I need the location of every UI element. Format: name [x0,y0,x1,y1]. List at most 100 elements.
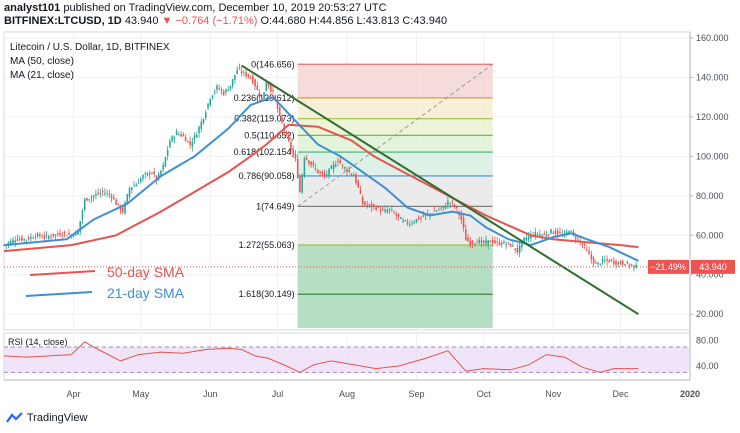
candle-body [355,174,357,184]
candle-body [90,197,93,199]
candle-body [54,234,57,236]
candle-body [543,233,546,235]
tradingview-branding[interactable]: TradingView [6,412,87,424]
candle-body [211,95,214,98]
candle-body [494,240,496,244]
candle-body [633,265,635,268]
time-tick-label: May [132,389,150,399]
moving-averages [3,95,639,262]
fib-zone [297,294,493,329]
candle-body [496,241,498,243]
candle-body [95,194,97,196]
candle-body [624,264,626,266]
candle-body [521,241,523,248]
candle-body [597,262,599,264]
fib-level-label: 0.382(119.073) [234,114,294,124]
candle-body [45,234,48,236]
candle-body [572,231,575,235]
candle-body [23,239,25,240]
candle-body [505,244,507,246]
fib-trend-line [297,63,494,207]
candle-body [272,90,274,92]
chart-title: Litecoin / U.S. Dollar, 1D, BITFINEX [10,42,170,53]
candle-body [487,240,490,245]
candle-body [321,171,324,174]
price-tick-label: 120.000 [696,112,729,122]
candle-body [525,237,528,241]
candle-body [50,236,52,238]
rsi-label: RSI (14, close) [8,337,68,347]
high-value: H:44.856 [308,15,354,27]
publisher-name[interactable]: analyst101 [4,2,61,14]
candle-body [339,160,342,164]
trendline-group [4,64,690,316]
candle-body [88,199,90,200]
candle-body [391,209,393,211]
candle-body [516,247,519,253]
last-price: 43.940 [124,15,159,27]
candle-body [377,207,380,209]
descending-trendline [241,64,639,316]
candle-body [292,149,294,155]
tradingview-logo-icon [6,412,23,423]
candle-body [265,82,268,91]
candle-body [236,69,238,74]
candle-body [482,241,485,244]
candle-body [245,72,247,77]
candle-body [422,215,425,217]
candle-body [462,217,465,228]
candle-body [184,136,187,142]
candle-body [43,235,46,239]
candle-body [323,173,326,176]
candle-body [469,240,472,246]
candle-body [343,167,346,169]
candle-body [83,198,86,210]
candle-body [238,68,241,69]
candle-body [175,131,178,135]
candle-body [485,240,487,244]
candle-body [588,250,590,254]
candle-body [442,206,445,209]
time-tick-label: Apr [66,389,80,399]
candle-body [148,173,151,175]
candle-body [606,259,608,261]
candle-body [110,195,113,198]
price-tick-label: 100.000 [696,151,729,161]
candle-body [348,170,351,172]
fib-level-label: 0.5(110.652) [244,130,294,140]
candle-body [135,184,138,187]
candle-body [592,257,595,264]
candle-body [254,79,256,87]
candle-body [590,254,593,260]
candle-body [92,195,95,198]
candle-body [550,229,552,234]
symbol-name[interactable]: BITFINEX:LTCUSD, 1D [4,15,122,27]
candle-body [393,212,395,214]
price-value-badge [691,259,735,274]
fib-level-label: 0.618(102.154) [234,147,295,157]
candle-body [126,194,129,204]
candle-body [113,197,115,200]
candle-body [518,245,521,253]
candle-body [370,203,373,208]
candle-body [547,234,550,236]
price-tick-label: 140.000 [696,72,729,82]
candle-body [498,242,501,245]
candle-body [204,112,207,118]
candle-body [3,244,5,246]
candle-body [440,207,442,209]
candle-body [86,198,88,201]
candle-body [357,180,359,188]
candle-body [400,217,402,219]
candle-body [586,249,588,251]
candle-body [507,242,510,244]
candle-body [274,95,277,101]
candle-body [252,75,254,84]
candle-body [72,235,75,237]
candle-body [545,234,548,237]
candle-body [299,176,301,192]
candle-body [556,230,559,235]
candle-body [180,133,182,137]
candle-body [18,239,21,240]
